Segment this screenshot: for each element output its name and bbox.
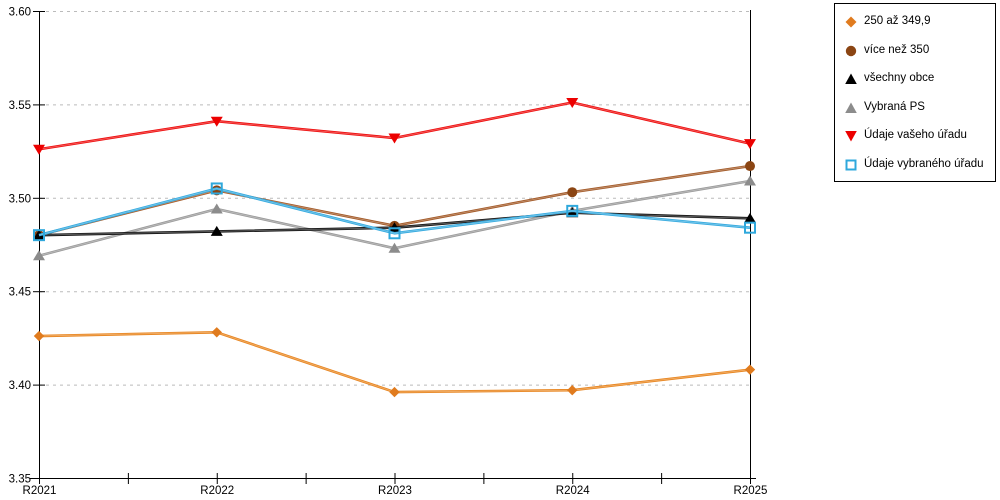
legend-item: 250 až 349,9 xyxy=(845,10,995,32)
svg-text:3.60: 3.60 xyxy=(9,7,31,19)
svg-text:3.40: 3.40 xyxy=(9,380,31,392)
legend-item-label: 250 až 349,9 xyxy=(864,15,931,28)
svg-text:R2021: R2021 xyxy=(23,485,57,497)
legend-item-label: všechny obce xyxy=(864,72,935,85)
svg-text:3.35: 3.35 xyxy=(9,474,31,486)
svg-text:3.55: 3.55 xyxy=(9,100,31,112)
svg-text:R2024: R2024 xyxy=(556,485,590,497)
svg-text:R2023: R2023 xyxy=(378,485,412,497)
svg-text:3.50: 3.50 xyxy=(9,193,31,205)
circle-marker-icon xyxy=(845,44,857,57)
svg-text:R2022: R2022 xyxy=(200,485,234,497)
triangle-up-marker-icon xyxy=(845,72,857,85)
triangle-up-marker-icon xyxy=(845,101,857,113)
legend-item-label: Údaje vašeho úřadu xyxy=(864,129,967,142)
svg-text:R2025: R2025 xyxy=(734,485,768,497)
legend-item: Vybraná PS xyxy=(845,96,995,118)
legend-item: více než 350 xyxy=(845,39,995,61)
legend-item-label: Vybraná PS xyxy=(864,100,925,113)
legend: 250 až 349,9 více než 350 všechny obce V… xyxy=(834,3,996,182)
legend-item-label: více než 350 xyxy=(864,43,930,56)
legend-item: Údaje vašeho úřadu xyxy=(845,124,995,146)
square-open-marker-icon xyxy=(845,158,857,171)
legend-item: všechny obce xyxy=(845,67,995,89)
triangle-down-marker-icon xyxy=(845,129,857,142)
diamond-marker-icon xyxy=(845,15,857,28)
svg-text:3.45: 3.45 xyxy=(9,287,31,299)
legend-item-label: Údaje vybraného úřadu xyxy=(864,157,984,170)
legend-item: Údaje vybraného úřadu xyxy=(845,153,995,175)
